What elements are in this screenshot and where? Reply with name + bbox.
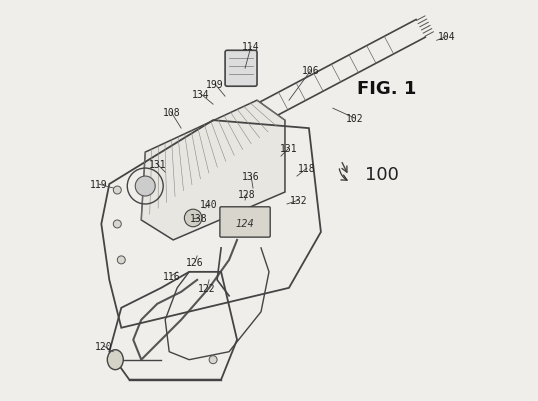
Text: 132: 132 [290,196,308,205]
Text: 134: 134 [192,90,210,100]
FancyBboxPatch shape [220,207,270,237]
Circle shape [209,356,217,364]
Circle shape [114,221,121,229]
Circle shape [117,256,125,264]
Text: 114: 114 [242,42,260,52]
Circle shape [135,176,155,196]
Circle shape [185,210,202,227]
Text: 104: 104 [438,32,456,42]
Text: 126: 126 [186,257,204,267]
Text: 106: 106 [302,66,320,76]
Text: 108: 108 [162,108,180,118]
Text: 128: 128 [238,190,256,200]
Text: 138: 138 [190,213,208,223]
Ellipse shape [107,350,123,370]
Text: 124: 124 [236,218,254,228]
Text: 131: 131 [148,160,166,170]
Text: 118: 118 [298,164,316,174]
Text: 116: 116 [162,271,180,281]
Text: 119: 119 [90,180,108,190]
Text: 131: 131 [280,144,298,154]
Text: 136: 136 [242,172,260,182]
Text: FIG. 1: FIG. 1 [357,80,416,98]
Text: 122: 122 [199,283,216,293]
Polygon shape [141,101,285,240]
Text: 120: 120 [95,341,112,351]
FancyBboxPatch shape [225,51,257,87]
Text: 102: 102 [346,114,364,124]
Circle shape [114,186,121,194]
Text: 199: 199 [206,80,224,90]
Text: 140: 140 [200,199,218,209]
Text: 100: 100 [365,166,399,184]
